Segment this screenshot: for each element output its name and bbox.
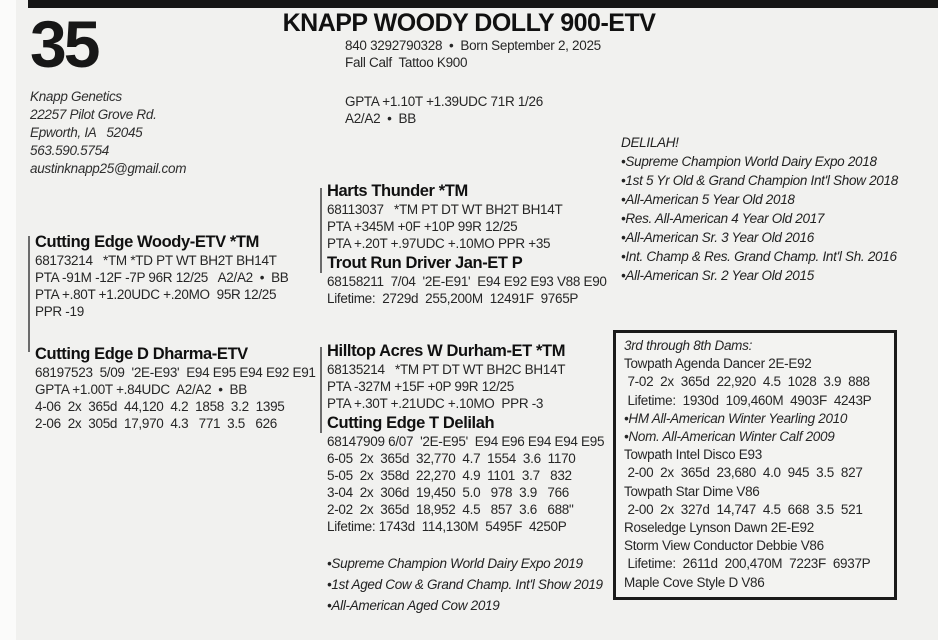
consignor-address1: 22257 Pilot Grove Rd. [30,107,157,122]
top-rule-bar [28,0,938,8]
pedigree-line: PTA -91M -12F -7P 96R 12/25 A2/A2 • BB [35,270,289,285]
sire-sire-name: Harts Thunder *TM [327,182,468,200]
dam-sire-name: Hilltop Acres W Durham-ET *TM [327,342,566,360]
consignor-address2: Epworth, IA 52045 [30,125,143,140]
sire-block: Cutting Edge Woody-ETV *TM 68173214 *TM … [35,232,289,320]
delilah-heading: DELILAH! [621,135,679,150]
pedigree-line: 68197523 5/09 '2E-E93' E94 E95 E94 E92 E… [35,365,316,380]
animal-name-title: KNAPP WOODY DOLLY 900-ETV [282,9,656,37]
dam-entry-name: Towpath Star Dime V86 [624,483,760,499]
dam-dam-name: Cutting Edge T Delilah [327,414,495,432]
lactation-record: 2-00 2x 365d 23,680 4.0 945 3.5 827 [624,465,863,481]
lactation-record: 3-04 2x 306d 19,450 5.0 978 3.9 766 [327,485,569,500]
pedigree-line: 68113037 *TM PT DT WT BH2T BH14T [327,202,563,217]
dam-entry-name: Towpath Intel Disco E93 [624,447,762,463]
delilah-highlights: DELILAH! •Supreme Champion World Dairy E… [621,133,898,285]
pedigree-line: PTA +345M +0F +10P 99R 12/25 [327,219,518,234]
sire-dam-name: Trout Run Driver Jan-ET P [327,254,523,272]
dam-entry-name: Roseledge Lynson Dawn 2E-E92 [624,520,814,536]
lactation-record: 2-00 2x 327d 14,747 4.5 668 3.5 521 [624,501,863,517]
dam-dam-block: Cutting Edge T Delilah 68147909 6/07 '2E… [327,413,604,535]
pedigree-line: 68147909 6/07 '2E-E95' E94 E96 E94 E94 E… [327,434,605,449]
registration-line: 840 3292790328 • Born September 2, 2025 [345,38,601,53]
award-item: •1st Aged Cow & Grand Champ. Int'l Show … [327,577,603,592]
pedigree-line: PTA -327M +15F +0P 99R 12/25 [327,379,514,394]
award-item: •Nom. All-American Winter Calf 2009 [624,429,835,445]
pedigree-bracket-middle-top [320,188,322,273]
pedigree-line: 68173214 *TM *TD PT WT BH2T BH14T [35,253,277,268]
lifetime-record: Lifetime: 1930d 109,460M 4903F 4243P [624,392,872,408]
registration-block: 840 3292790328 • Born September 2, 2025 … [345,37,601,71]
pedigree-line: PTA +.20T +.97UDC +.10MO PPR +35 [327,236,551,251]
lifetime-record: Lifetime: 2611d 200,470M 7223F 6937P [624,556,871,572]
delilah-item: •Res. All-American 4 Year Old 2017 [621,211,825,226]
dam-entry-name: Towpath Agenda Dancer 2E-E92 [624,356,812,372]
gpta-block: GPTA +1.10T +1.39UDC 71R 1/26 A2/A2 • BB [345,93,543,127]
dam-name: Cutting Edge D Dharma-ETV [35,345,248,363]
delilah-item: •Supreme Champion World Dairy Expo 2018 [621,154,877,169]
sire-dam-block: Trout Run Driver Jan-ET P 68158211 7/04 … [327,253,607,307]
lactation-record: 7-02 2x 365d 22,920 4.5 1028 3.9 888 [624,374,870,390]
dam-entry-name: Storm View Conductor Debbie V86 [624,538,824,554]
consignor-name: Knapp Genetics [30,89,122,104]
delilah-item: •Int. Champ & Res. Grand Champ. Int'l Sh… [621,249,897,264]
consignor-block: Knapp Genetics 22257 Pilot Grove Rd. Epw… [30,88,186,178]
gpta-line: GPTA +1.10T +1.39UDC 71R 1/26 [345,94,543,109]
consignor-phone: 563.590.5754 [30,143,109,158]
pedigree-line: 2-06 2x 305d 17,970 4.3 771 3.5 626 [35,416,277,431]
lot-number: 35 [30,7,100,81]
extended-dams-box: 3rd through 8th Dams: Towpath Agenda Dan… [613,330,897,600]
delilah-item: •1st 5 Yr Old & Grand Champion Int'l Sho… [621,173,898,188]
pedigree-line: 68158211 7/04 '2E-E91' E94 E92 E93 V88 E… [327,274,607,289]
pedigree-bracket-left [28,236,30,352]
lactation-record: 6-05 2x 365d 32,770 4.7 1554 3.6 1170 [327,451,576,466]
page-left-gutter [0,0,16,640]
delilah-item: •All-American 5 Year Old 2018 [621,192,795,207]
sire-sire-block: Harts Thunder *TM 68113037 *TM PT DT WT … [327,181,563,252]
calf-tattoo-line: Fall Calf Tattoo K900 [345,55,468,70]
beta-casein-line: A2/A2 • BB [345,111,416,126]
consignor-email: austinknapp25@gmail.com [30,161,187,176]
pedigree-line: PTA +.30T +.21UDC +.10MO PPR -3 [327,396,544,411]
pedigree-line: Lifetime: 2729d 255,200M 12491F 9765P [327,291,579,306]
lactation-record: 5-05 2x 358d 22,270 4.9 1101 3.7 832 [327,468,572,483]
award-item: •HM All-American Winter Yearling 2010 [624,410,848,426]
dam-block: Cutting Edge D Dharma-ETV 68197523 5/09 … [35,344,316,432]
dam-dam-awards: •Supreme Champion World Dairy Expo 2019 … [327,553,603,616]
award-item: •Supreme Champion World Dairy Expo 2019 [327,556,583,571]
dam-entry-name: Maple Cove Style D V86 [624,574,765,590]
pedigree-line: PPR -19 [35,304,84,319]
delilah-item: •All-American Sr. 2 Year Old 2015 [621,268,814,283]
pedigree-bracket-middle-bottom [320,347,322,433]
pedigree-line: 68135214 *TM PT DT WT BH2C BH14T [327,362,566,377]
sire-name: Cutting Edge Woody-ETV *TM [35,233,259,251]
award-item: •All-American Aged Cow 2019 [327,598,500,613]
dams-box-heading: 3rd through 8th Dams: [624,338,753,353]
pedigree-line: 4-06 2x 365d 44,120 4.2 1858 3.2 1395 [35,399,285,414]
delilah-item: •All-American Sr. 3 Year Old 2016 [621,230,814,245]
lifetime-record: Lifetime: 1743d 114,130M 5495F 4250P [327,519,567,534]
lactation-record: 2-02 2x 365d 18,952 4.5 857 3.6 688" [327,502,574,517]
pedigree-line: PTA +.80T +1.20UDC +.20MO 95R 12/25 [35,287,277,302]
dam-sire-block: Hilltop Acres W Durham-ET *TM 68135214 *… [327,341,565,412]
pedigree-line: GPTA +1.00T +.84UDC A2/A2 • BB [35,382,247,397]
